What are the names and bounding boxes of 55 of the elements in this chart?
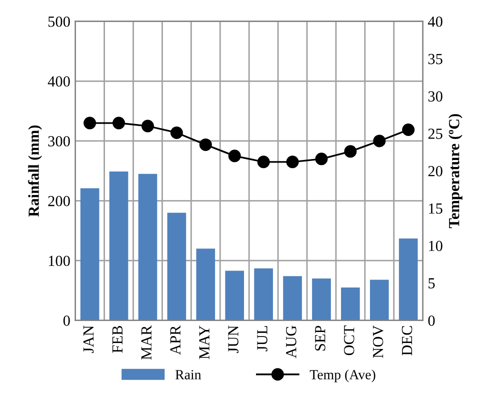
- point: [112, 116, 126, 130]
- y-axis-title: Rainfall (mm): [28, 126, 42, 217]
- y2-tick-label: 15: [429, 203, 442, 214]
- point: [257, 156, 270, 168]
- bar: [138, 174, 158, 320]
- y2-tick-label: 40: [428, 16, 442, 27]
- legend-label: Temp (Ave): [310, 370, 376, 382]
- bar: [341, 287, 360, 320]
- y2-axis-title: Temperature (ºC): [448, 114, 462, 228]
- point: [228, 150, 241, 162]
- x-tick-label: SEP: [315, 326, 326, 351]
- x-tick-label: FEB: [112, 326, 122, 353]
- bar: [225, 270, 244, 320]
- y-tick-label: 300: [48, 136, 70, 146]
- y-tick-label: 500: [48, 16, 70, 27]
- point: [402, 124, 415, 136]
- y2-tick-label: 30: [428, 91, 442, 102]
- point: [344, 145, 357, 158]
- y2-tick-label: 35: [428, 54, 442, 64]
- x-tick-label: JUN: [228, 326, 238, 353]
- x-tick-label: MAR: [141, 325, 152, 360]
- y-tick-label: 100: [48, 256, 70, 266]
- y-tick-label: 200: [48, 196, 70, 206]
- point: [286, 156, 299, 168]
- x-tick-label: NOV: [372, 325, 384, 358]
- bar: [312, 278, 331, 320]
- x-tick-label: JUL: [257, 326, 268, 352]
- bar: [167, 212, 186, 320]
- bar: [370, 280, 389, 320]
- x-tick-label: AUG: [286, 326, 296, 358]
- point: [84, 116, 96, 130]
- bar: [254, 268, 273, 320]
- x-tick-label: APR: [170, 325, 180, 355]
- x-tick-label: OCT: [344, 326, 354, 356]
- bar: [80, 188, 100, 320]
- point: [141, 120, 154, 132]
- y2-tick-label: 10: [429, 240, 442, 252]
- x-tick-label: DEC: [402, 326, 412, 356]
- point: [315, 152, 328, 166]
- y2-tick-label: 5: [428, 278, 435, 288]
- point: [373, 134, 386, 148]
- point: [170, 126, 183, 139]
- bar: [398, 238, 418, 320]
- y2-tick-label: 25: [428, 128, 442, 139]
- bar: [109, 171, 128, 320]
- bar: [196, 248, 216, 320]
- y2-tick-label: 20: [428, 166, 442, 176]
- point: [199, 138, 212, 151]
- y2-tick-label: 0: [428, 316, 435, 326]
- y-tick-label: 400: [48, 76, 70, 87]
- y-tick-label: 0: [63, 316, 70, 326]
- legend-label: Rain: [175, 370, 202, 380]
- bar: [283, 276, 302, 320]
- x-tick-label: JAN: [83, 326, 94, 353]
- x-tick-label: MAY: [199, 326, 210, 360]
